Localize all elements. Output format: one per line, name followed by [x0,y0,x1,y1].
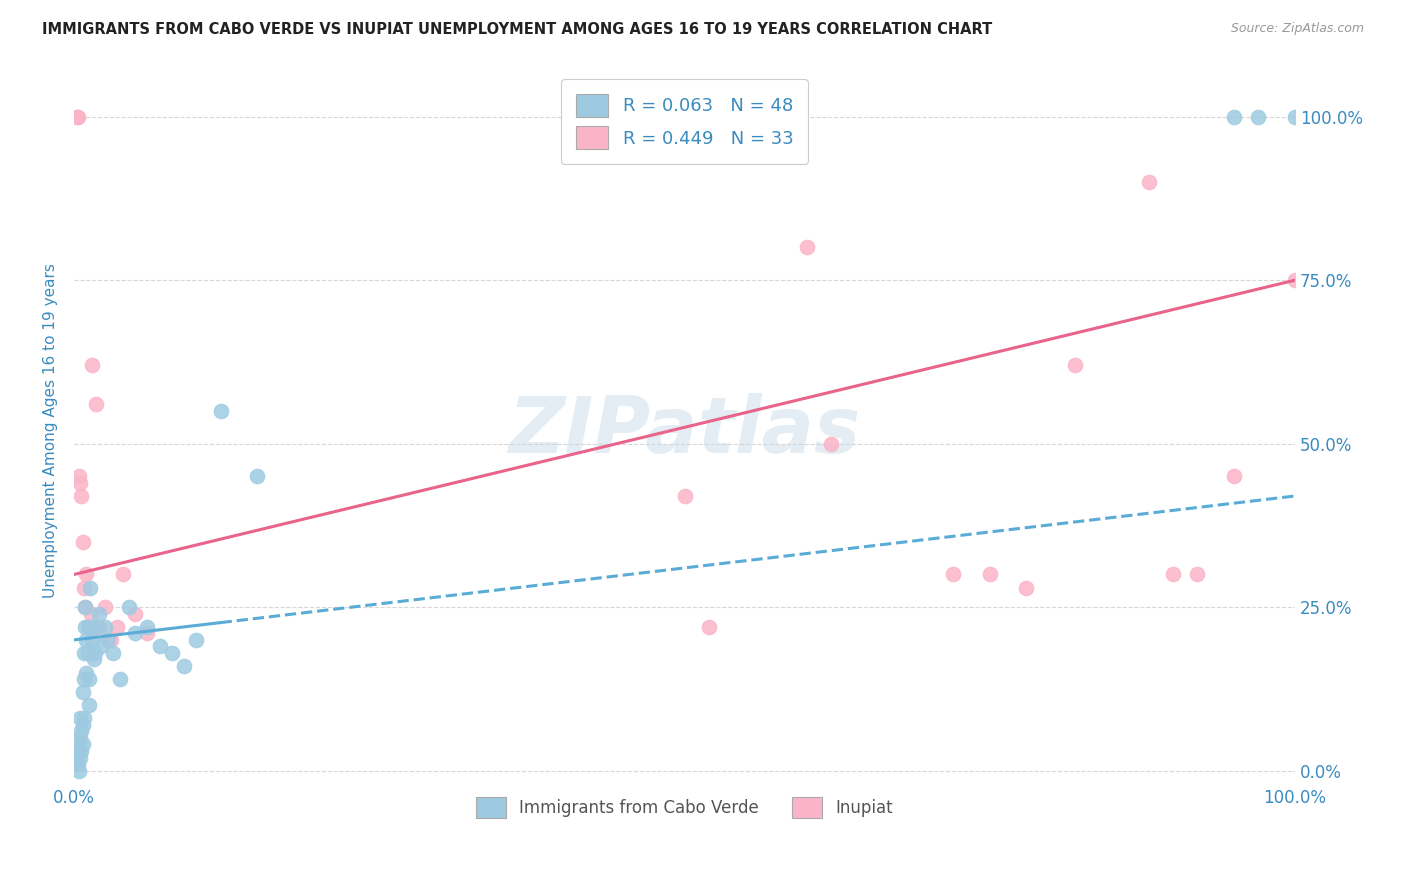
Point [93,620,115,634]
Point [75,665,97,680]
Point [73,646,96,660]
Point [979,567,1001,582]
Point [84,620,107,634]
Point [70,724,93,739]
Point [76,620,98,634]
Point [65,750,87,764]
Point [186,632,208,647]
Point [70,489,93,503]
Point [90,640,112,654]
Point [73,711,96,725]
Point [75,600,97,615]
Point [72,685,94,699]
Legend: Immigrants from Cabo Verde, Inupiat: Immigrants from Cabo Verde, Inupiat [470,790,900,825]
Point [1161,567,1184,582]
Point [1223,110,1246,124]
Point [72,718,94,732]
Point [87,620,110,634]
Point [1284,273,1306,287]
Point [110,672,132,686]
Point [209,404,232,418]
Point [1137,175,1160,189]
Point [69,475,91,490]
Point [160,646,183,660]
Point [67,469,90,483]
Point [66,738,89,752]
Point [67,764,90,778]
Point [75,567,97,582]
Point [100,632,122,647]
Point [84,397,107,411]
Point [72,738,94,752]
Point [82,632,104,647]
Point [66,757,89,772]
Point [942,567,965,582]
Point [73,581,96,595]
Point [1284,110,1306,124]
Point [80,620,103,634]
Point [673,489,696,503]
Text: Source: ZipAtlas.com: Source: ZipAtlas.com [1230,22,1364,36]
Point [124,626,146,640]
Point [87,607,110,621]
Point [1247,110,1270,124]
Point [148,640,170,654]
Point [75,600,97,615]
Point [820,436,842,450]
Point [72,534,94,549]
Point [118,600,141,615]
Point [796,240,818,254]
Point [697,620,720,634]
Point [136,620,159,634]
Point [173,659,195,673]
Point [80,607,103,621]
Point [105,620,128,634]
Point [75,620,97,634]
Point [73,672,96,686]
Point [1064,358,1087,372]
Point [77,620,100,634]
Point [70,744,93,758]
Point [65,110,87,124]
Point [66,110,89,124]
Point [1187,567,1209,582]
Text: ZIPatlas: ZIPatlas [509,392,860,468]
Point [79,581,101,595]
Point [75,632,97,647]
Point [97,632,120,647]
Point [1223,469,1246,483]
Point [77,698,100,713]
Point [136,626,159,640]
Point [83,652,105,666]
Point [124,607,146,621]
Point [93,600,115,615]
Point [69,750,91,764]
Point [1015,581,1038,595]
Point [101,646,124,660]
Point [67,744,90,758]
Point [83,646,105,660]
Point [76,646,98,660]
Y-axis label: Unemployment Among Ages 16 to 19 years: Unemployment Among Ages 16 to 19 years [44,263,58,598]
Text: IMMIGRANTS FROM CABO VERDE VS INUPIAT UNEMPLOYMENT AMONG AGES 16 TO 19 YEARS COR: IMMIGRANTS FROM CABO VERDE VS INUPIAT UN… [42,22,993,37]
Point [246,469,269,483]
Point [69,731,91,745]
Point [111,567,134,582]
Point [77,672,100,686]
Point [69,711,91,725]
Point [82,358,104,372]
